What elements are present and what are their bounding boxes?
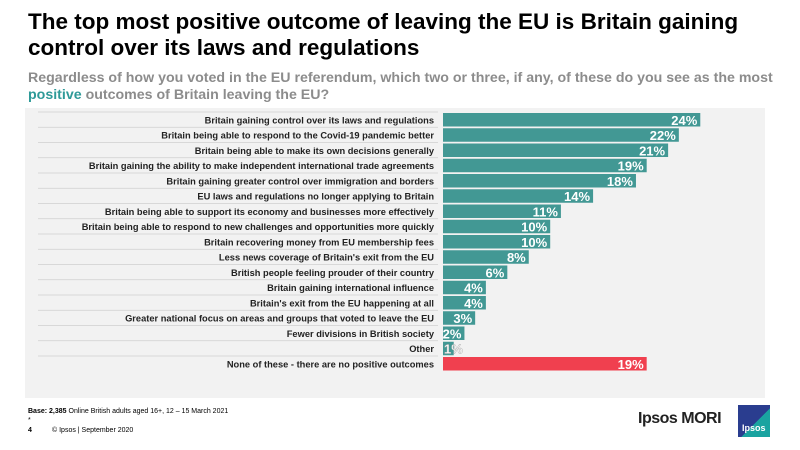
category-label: Britain being able to support its econom… bbox=[105, 207, 435, 217]
data-label: 19% bbox=[618, 357, 644, 372]
copyright: © Ipsos | September 2020 bbox=[52, 427, 134, 434]
data-label: 10% bbox=[521, 220, 547, 235]
data-label: 4% bbox=[464, 296, 483, 311]
category-label: Britain being able to respond to the Cov… bbox=[161, 131, 434, 141]
data-label: 22% bbox=[650, 128, 676, 143]
question-subtitle: Regardless of how you voted in the EU re… bbox=[28, 70, 788, 104]
data-label: 18% bbox=[607, 174, 633, 189]
base-text: Online British adults aged 16+, 12 – 15 … bbox=[68, 408, 229, 415]
category-label: Britain gaining international influence bbox=[267, 283, 434, 293]
category-label: None of these - there are no positive ou… bbox=[227, 359, 434, 369]
bar bbox=[443, 174, 636, 188]
bar bbox=[443, 113, 701, 127]
category-label: Britain's exit from the EU happening at … bbox=[250, 298, 434, 308]
bar bbox=[443, 265, 508, 279]
category-label: British people feeling prouder of their … bbox=[231, 268, 435, 278]
bar bbox=[443, 235, 551, 249]
data-label: 4% bbox=[464, 281, 483, 296]
data-label: 1% bbox=[444, 342, 463, 357]
data-label: 19% bbox=[618, 159, 644, 174]
data-label: 24% bbox=[671, 113, 697, 128]
bar bbox=[443, 357, 647, 371]
category-label: EU laws and regulations no longer applyi… bbox=[197, 192, 434, 202]
bar bbox=[443, 158, 647, 173]
data-label: 21% bbox=[639, 143, 665, 158]
page-number: 4 bbox=[28, 427, 32, 434]
data-label: 10% bbox=[521, 235, 547, 250]
data-label: 3% bbox=[453, 311, 472, 326]
category-label: Greater national focus on areas and grou… bbox=[125, 314, 434, 324]
category-label: Britain being able to respond to new cha… bbox=[82, 222, 435, 232]
subtitle-text-end: outcomes of Britain leaving the EU? bbox=[81, 87, 330, 103]
subtitle-text: Regardless of how you voted in the EU re… bbox=[28, 70, 773, 86]
bar bbox=[443, 311, 476, 325]
bar bbox=[443, 280, 486, 295]
ipsos-mori-logo-text: Ipsos MORI bbox=[638, 410, 722, 427]
bar bbox=[443, 250, 529, 264]
base-label: Base: bbox=[28, 408, 48, 415]
category-label: Britain gaining control over its laws an… bbox=[205, 115, 434, 125]
data-label: 6% bbox=[486, 265, 505, 280]
category-label: Fewer divisions in British society bbox=[287, 329, 435, 339]
category-label: Britain gaining the ability to make inde… bbox=[89, 161, 434, 171]
category-label: Britain being able to make its own decis… bbox=[195, 146, 435, 156]
bar bbox=[443, 143, 669, 157]
bar bbox=[443, 219, 551, 234]
data-label: 14% bbox=[564, 189, 590, 204]
category-label: Britain gaining greater control over imm… bbox=[166, 176, 434, 186]
bar bbox=[443, 204, 561, 218]
category-label: Other bbox=[409, 344, 434, 354]
ipsos-logo-badge: Ipsos bbox=[742, 423, 766, 433]
page-title: The top most positive outcome of leaving… bbox=[28, 9, 739, 60]
category-label: Britain recovering money from EU members… bbox=[204, 237, 434, 247]
data-label: 11% bbox=[533, 204, 559, 219]
data-label: 2% bbox=[443, 326, 462, 341]
asterisk: * bbox=[28, 417, 31, 424]
bar bbox=[443, 341, 454, 356]
base-value: 2,385 bbox=[49, 408, 67, 415]
data-label: 8% bbox=[507, 250, 526, 265]
bar bbox=[443, 189, 594, 203]
category-label: Less news coverage of Britain's exit fro… bbox=[219, 253, 434, 263]
bar bbox=[443, 296, 486, 310]
subtitle-highlight: positive bbox=[28, 87, 82, 103]
base-note: Base: 2,385 Online British adults aged 1… bbox=[28, 408, 228, 415]
ipsos-logo: Ipsos bbox=[738, 405, 770, 437]
bar bbox=[443, 128, 679, 142]
bar bbox=[443, 326, 465, 340]
